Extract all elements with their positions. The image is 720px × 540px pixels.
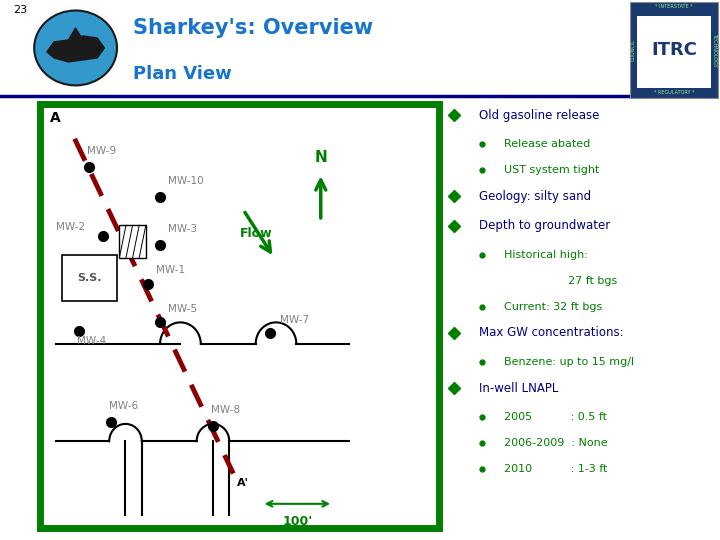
Polygon shape xyxy=(68,28,83,40)
FancyBboxPatch shape xyxy=(40,104,438,528)
Text: TECHNOLOGY: TECHNOLOGY xyxy=(712,33,717,67)
Text: N: N xyxy=(315,150,327,165)
Text: UST system tight: UST system tight xyxy=(504,165,599,176)
Bar xyxy=(63,255,117,301)
Text: MW-7: MW-7 xyxy=(280,314,309,325)
Text: ITRC: ITRC xyxy=(651,41,697,59)
Text: MW-5: MW-5 xyxy=(168,303,197,314)
Text: Depth to groundwater: Depth to groundwater xyxy=(479,219,610,232)
Text: COUNCIL: COUNCIL xyxy=(631,39,636,61)
Text: S.S.: S.S. xyxy=(78,273,102,283)
Text: 23: 23 xyxy=(13,5,27,15)
Text: MW-2: MW-2 xyxy=(56,221,86,232)
Text: In-well LNAPL: In-well LNAPL xyxy=(479,382,558,395)
Text: 2006-2009  : None: 2006-2009 : None xyxy=(504,438,608,448)
Text: MW-3: MW-3 xyxy=(168,224,197,234)
Text: A': A' xyxy=(238,478,249,488)
Text: Release abated: Release abated xyxy=(504,139,590,150)
Text: Max GW concentrations:: Max GW concentrations: xyxy=(479,326,624,339)
FancyBboxPatch shape xyxy=(637,16,711,88)
Ellipse shape xyxy=(34,10,117,85)
Text: MW-9: MW-9 xyxy=(87,146,116,156)
Text: 27 ft bgs: 27 ft bgs xyxy=(567,276,617,286)
Text: A: A xyxy=(50,111,61,125)
Text: MW-6: MW-6 xyxy=(109,401,138,411)
Text: 2010           : 1-3 ft: 2010 : 1-3 ft xyxy=(504,464,607,474)
Text: * INTERSTATE *: * INTERSTATE * xyxy=(655,4,693,10)
FancyBboxPatch shape xyxy=(630,2,718,98)
Text: Example Service Station: Example Service Station xyxy=(13,253,23,387)
Text: MW-4: MW-4 xyxy=(77,336,106,346)
Text: * REGULATORY *: * REGULATORY * xyxy=(654,90,694,96)
Text: 2005           : 0.5 ft: 2005 : 0.5 ft xyxy=(504,413,607,422)
Text: Geology: silty sand: Geology: silty sand xyxy=(479,190,591,202)
Text: Benzene: up to 15 mg/l: Benzene: up to 15 mg/l xyxy=(504,357,634,367)
Bar xyxy=(120,225,146,258)
Text: MW-10: MW-10 xyxy=(168,176,204,186)
Text: Sharkey's: Overview: Sharkey's: Overview xyxy=(133,18,374,38)
Text: Historical high:: Historical high: xyxy=(504,250,588,260)
Text: Current: 32 ft bgs: Current: 32 ft bgs xyxy=(504,302,602,312)
Text: Plan View: Plan View xyxy=(133,65,232,83)
Text: Flow: Flow xyxy=(239,227,272,240)
Polygon shape xyxy=(47,36,104,62)
Text: 100': 100' xyxy=(282,515,312,528)
Text: MW-8: MW-8 xyxy=(211,405,240,415)
Text: Old gasoline release: Old gasoline release xyxy=(479,109,599,122)
Text: MW-1: MW-1 xyxy=(156,265,185,275)
